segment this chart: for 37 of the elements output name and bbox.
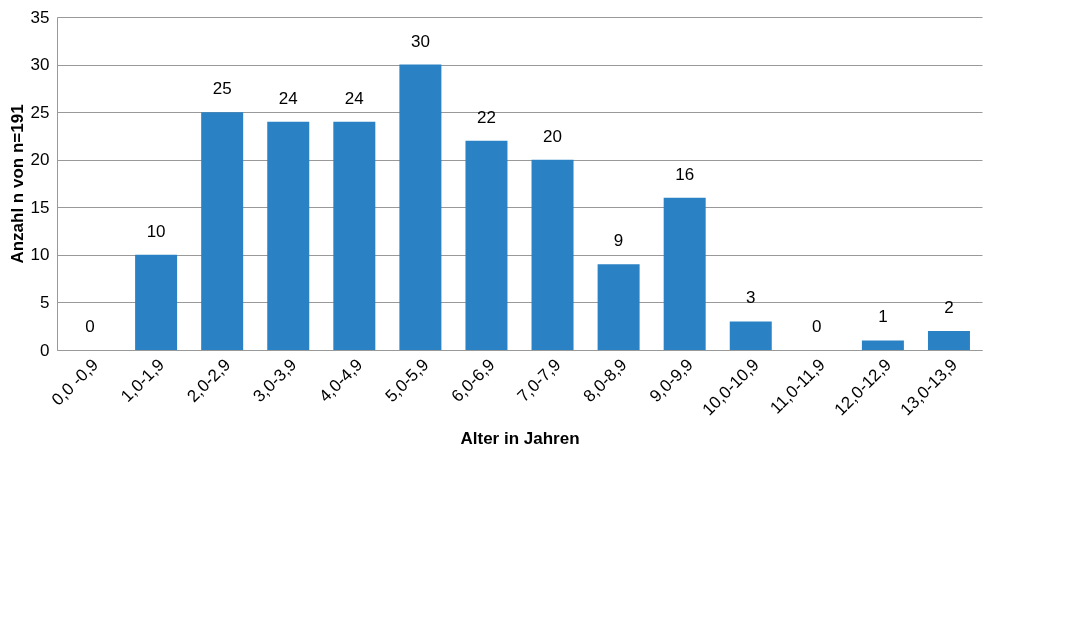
bar <box>201 112 244 350</box>
y-tick-label: 15 <box>30 197 50 217</box>
bar <box>135 254 178 350</box>
data-label: 10 <box>146 221 166 241</box>
data-label: 30 <box>410 31 430 51</box>
data-label: 1 <box>878 307 888 327</box>
data-label: 20 <box>543 126 562 146</box>
data-label: 16 <box>675 164 695 184</box>
bar <box>927 330 970 350</box>
bar <box>861 340 904 350</box>
x-axis-title: Alter in Jahren <box>460 428 580 448</box>
data-label: 9 <box>613 231 624 251</box>
y-tick-label: 20 <box>30 150 50 170</box>
data-label: 2 <box>944 297 954 317</box>
bar <box>267 121 310 350</box>
bar <box>465 140 508 350</box>
y-tick-label: 35 <box>30 7 50 27</box>
data-label: 25 <box>212 79 232 99</box>
bar <box>531 159 574 350</box>
data-label: 24 <box>344 88 364 108</box>
y-tick-label: 0 <box>40 340 50 360</box>
data-label: 22 <box>477 107 496 127</box>
bar <box>663 197 706 350</box>
data-label: 0 <box>85 317 95 336</box>
bar <box>729 321 772 350</box>
bar <box>333 121 376 350</box>
data-label: 0 <box>812 317 822 336</box>
y-axis-title: Anzahl n von n=191 <box>7 104 27 264</box>
y-tick-label: 25 <box>30 102 50 122</box>
data-label: 24 <box>278 88 298 108</box>
y-tick-label: 10 <box>30 245 50 265</box>
y-tick-label: 30 <box>30 55 50 75</box>
bar <box>597 264 640 350</box>
y-tick-label: 5 <box>40 292 50 312</box>
data-label: 3 <box>746 288 756 308</box>
x-tick-label: 0,0 -0,9 <box>47 355 103 410</box>
bar <box>399 64 442 350</box>
